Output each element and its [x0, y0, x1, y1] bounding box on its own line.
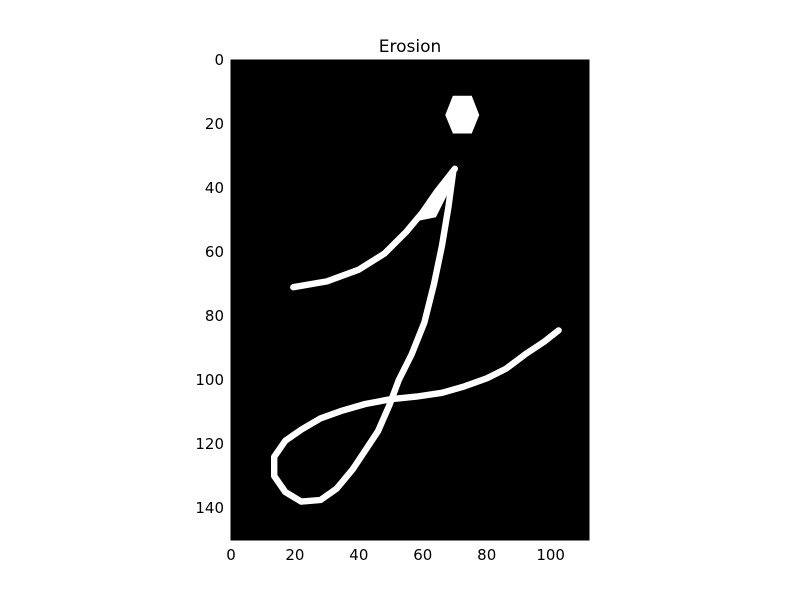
x-tick-label: 80: [477, 546, 496, 564]
y-tick-label: 100: [195, 371, 224, 389]
image-background: [231, 60, 589, 540]
y-tick-label: 0: [214, 51, 224, 69]
x-axis: 0 20 40 60 80 100: [226, 60, 565, 564]
y-tick-label: 120: [195, 435, 224, 453]
y-tick-label: 140: [195, 499, 224, 517]
stroke-stem-and-loop: [271, 168, 562, 505]
axes-frame: [230, 59, 590, 541]
y-tick-label: 60: [205, 243, 224, 261]
stroke-dot: [445, 95, 480, 134]
y-tick-label: 20: [205, 115, 224, 133]
y-tick-label: 80: [205, 307, 224, 325]
y-axis: 0 20 40 60 80 100 120 140: [195, 51, 589, 517]
y-tick-label: 40: [205, 179, 224, 197]
x-tick-label: 20: [285, 546, 304, 564]
x-tick-label: 0: [226, 546, 236, 564]
x-tick-label: 60: [413, 546, 432, 564]
x-tick-label: 40: [349, 546, 368, 564]
image-strokes: [271, 95, 562, 505]
x-tick-label: 100: [536, 546, 565, 564]
chart-title: Erosion: [379, 37, 442, 57]
